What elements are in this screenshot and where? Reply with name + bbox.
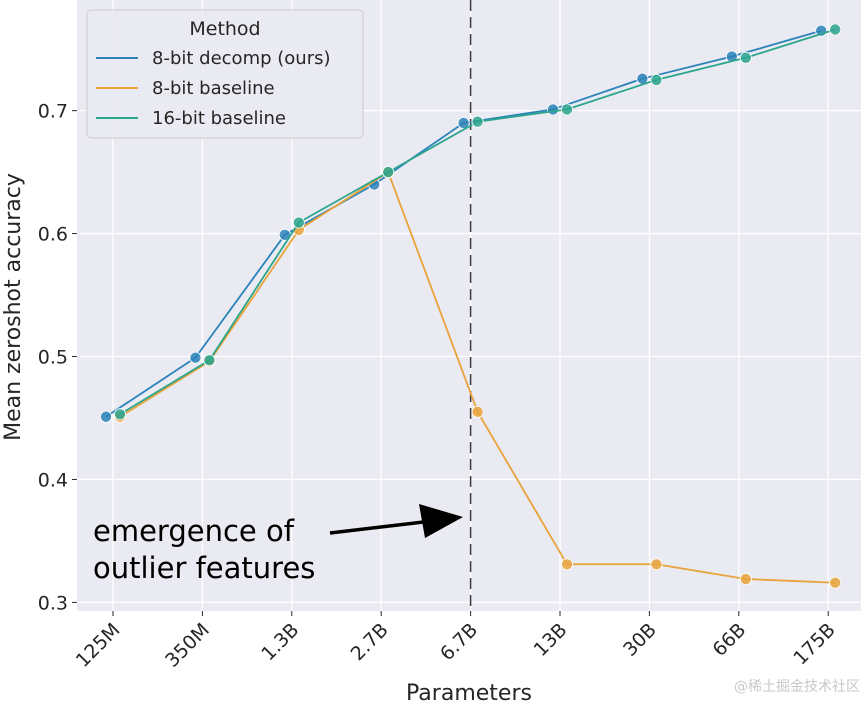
y-tick-label: 0.4 — [38, 469, 68, 491]
data-point — [203, 354, 216, 367]
data-point — [100, 410, 113, 423]
data-point — [739, 573, 752, 586]
data-point — [650, 558, 663, 571]
series-layer — [100, 23, 842, 589]
x-tick-label: 1.3B — [257, 619, 303, 665]
x-axis: 125M 350M 1.3B 2.7B 6.7B 13B 30B 66B 175B — [72, 611, 840, 672]
y-tick-label: 0.6 — [38, 224, 68, 246]
data-point — [739, 51, 752, 64]
x-tick-label: 30B — [619, 619, 661, 661]
x-axis-title: Parameters — [406, 681, 532, 702]
data-point — [829, 23, 842, 36]
data-point — [457, 116, 470, 129]
x-tick-label: 13B — [530, 619, 572, 661]
y-tick-label: 0.7 — [38, 101, 68, 123]
legend-label: 8-bit baseline — [152, 78, 275, 99]
x-tick-label: 66B — [708, 619, 750, 661]
y-tick-label: 0.3 — [38, 592, 68, 614]
series-2 — [114, 23, 842, 421]
series-0 — [100, 24, 828, 423]
annotation-line-2: outlier features — [93, 551, 315, 585]
x-tick-label: 175B — [789, 619, 839, 669]
legend: Method 8-bit decomp (ours) 8-bit baseline… — [86, 9, 364, 139]
legend-label: 16-bit baseline — [152, 108, 286, 129]
data-point — [561, 558, 574, 571]
x-tick-label: 2.7B — [347, 619, 393, 665]
data-point — [561, 103, 574, 116]
data-point — [471, 115, 484, 128]
watermark: @稀土掘金技术社区 — [734, 679, 860, 695]
data-point — [829, 576, 842, 589]
annotation-arrowhead — [419, 504, 463, 538]
data-point — [114, 408, 127, 421]
data-point — [650, 73, 663, 86]
y-tick-label: 0.5 — [38, 347, 68, 369]
y-axis-title: Mean zeroshot accuracy — [1, 173, 26, 441]
annotation-line-1: emergence of — [93, 514, 295, 548]
data-point — [547, 103, 560, 116]
legend-label: 8-bit decomp (ours) — [152, 48, 331, 69]
data-point — [189, 351, 202, 364]
y-axis: 0.3 0.4 0.5 0.6 0.7 — [38, 101, 77, 614]
x-tick-label: 350M — [161, 619, 214, 672]
legend-title: Method — [189, 18, 260, 40]
x-tick-label: 125M — [72, 619, 125, 672]
annotation: emergence of outlier features — [93, 504, 463, 585]
legend-box — [86, 9, 364, 139]
x-tick-label: 6.7B — [436, 619, 482, 665]
annotation-arrow-shaft — [329, 519, 433, 535]
data-point — [382, 166, 395, 179]
data-point — [471, 405, 484, 418]
data-point — [292, 216, 305, 229]
